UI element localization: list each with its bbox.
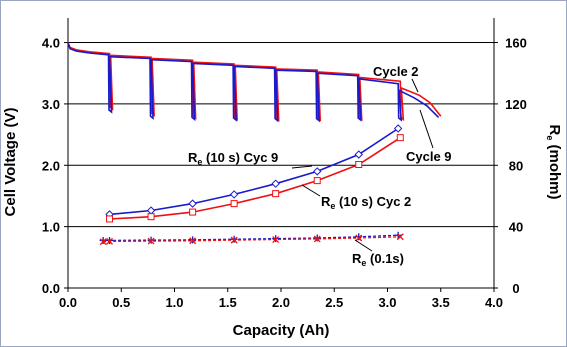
re-10s-cyc2-pointer (301, 184, 321, 197)
y-tick-label-2: 2.0 (42, 158, 60, 173)
markers (99, 124, 404, 246)
re-01s-pointer (354, 239, 373, 252)
resistance-0-point-4 (271, 179, 280, 188)
resistance-3-point-5 (272, 236, 280, 243)
y2-tick-label-0: 0 (512, 281, 519, 296)
voltage-line-cycle-9 (67, 42, 440, 123)
cycle-2-label: Cycle 2 (373, 64, 419, 79)
resistance-0-point-5 (313, 167, 322, 176)
re-10s-cyc9-pointer (291, 165, 313, 169)
resistance-3-point-2 (147, 237, 155, 245)
y-tick-label-4: 4.0 (42, 36, 60, 51)
resistance-3-point-1 (106, 237, 113, 245)
resistance-1-point-3 (230, 200, 238, 208)
x-tick-label-2: 1.0 (165, 295, 183, 310)
y-axis-title: Cell Voltage (V) (2, 108, 19, 217)
resistance-2-point-5 (272, 235, 280, 243)
y2-tick-label-3: 120 (505, 97, 527, 112)
resistance-1-point-5 (313, 177, 321, 185)
resistance-2-point-6 (313, 234, 321, 242)
resistance-3-point-0 (99, 238, 107, 246)
x-tick-label-5: 2.5 (325, 295, 343, 310)
resistance-0-point-6 (354, 150, 363, 159)
gridlines (68, 42, 494, 289)
y-tick-label-1: 1.0 (42, 220, 60, 235)
y2-tick-label-4: 160 (505, 36, 527, 51)
resistance-2-point-7 (355, 233, 363, 241)
resistance-0-point-2 (188, 199, 197, 208)
resistance-0-point-1 (146, 206, 156, 215)
resistance-3-point-7 (355, 234, 363, 242)
resistance-0-point-7 (393, 124, 403, 133)
re-10s-cyc9-label: Re (10 s) Cyc 9 (188, 150, 278, 167)
y-tick-label-3: 3.0 (42, 97, 60, 112)
x-tick-label-1: 0.5 (112, 295, 130, 310)
y2-tick-label-1: 40 (509, 220, 523, 235)
series (67, 42, 442, 243)
re-01s-label: Re (0.1s) (352, 251, 404, 268)
x-tick-label-4: 2.0 (272, 295, 290, 310)
x-tick-label-6: 3.0 (378, 295, 396, 310)
cycle-9-pointer (419, 109, 434, 149)
resistance-0-point-3 (229, 190, 239, 199)
cycle-9-label: Cycle 9 (406, 149, 452, 164)
resistance-0-line (109, 127, 399, 216)
resistance-2-point-3 (189, 236, 197, 244)
resistance-1-point-1 (147, 213, 155, 221)
x-tick-label-0: 0.0 (59, 295, 77, 310)
axes (64, 18, 498, 292)
resistance-2-point-2 (147, 236, 155, 244)
resistance-1-point-7 (396, 134, 404, 142)
y2-axis-title: Re (mohm) (545, 124, 563, 199)
resistance-3-point-3 (189, 237, 197, 245)
resistance-1-point-6 (355, 161, 363, 169)
resistance-1-point-4 (272, 190, 280, 198)
x-axis-title: Capacity (Ah) (233, 322, 330, 339)
x-tick-label-7: 3.5 (432, 295, 450, 310)
x-tick-label-3: 1.5 (219, 295, 237, 310)
resistance-3-point-8 (396, 233, 404, 241)
resistance-1-line (109, 137, 401, 220)
resistance-1-point-2 (189, 208, 197, 216)
x-tick-label-8: 4.0 (485, 295, 503, 310)
re-10s-cyc2-label: Re (10 s) Cyc 2 (321, 194, 411, 211)
y-tick-label-0: 0.0 (42, 281, 60, 296)
tick-labels: 0.0 0.5 1.0 1.5 2.0 2.5 3.0 3.5 4.0 0.0 1.0 2.0 3.0 4… (42, 36, 527, 310)
voltage-line-cycle-2 (67, 42, 442, 122)
resistance-2-point-0 (99, 236, 107, 244)
resistance-1-point-0 (106, 215, 114, 223)
cycle-2-pointer (411, 78, 419, 93)
resistance-3-point-4 (230, 236, 238, 244)
resistance-3-point-6 (313, 235, 321, 243)
y2-tick-label-2: 80 (509, 158, 523, 173)
resistance-2-point-4 (230, 235, 238, 243)
resistance-2-point-1 (106, 236, 114, 244)
